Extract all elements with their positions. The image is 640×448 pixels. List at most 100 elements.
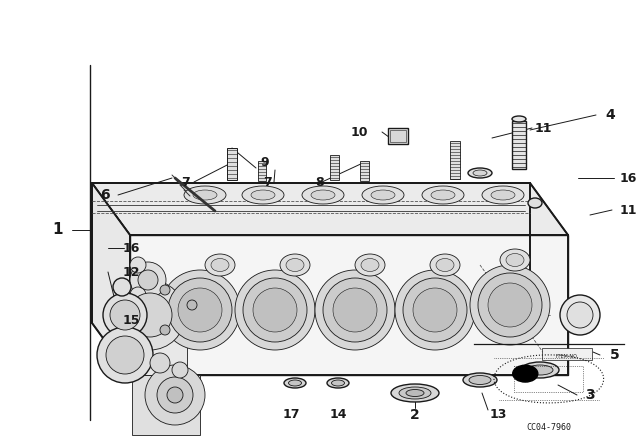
Bar — [227, 148, 237, 180]
Circle shape — [323, 278, 387, 342]
Text: 8: 8 — [315, 176, 324, 189]
Ellipse shape — [431, 190, 455, 200]
Ellipse shape — [473, 170, 487, 176]
Ellipse shape — [327, 378, 349, 388]
Ellipse shape — [399, 387, 431, 399]
Circle shape — [110, 300, 140, 330]
Circle shape — [470, 265, 550, 345]
Ellipse shape — [406, 389, 424, 396]
Circle shape — [130, 287, 146, 303]
Text: CC04-7960: CC04-7960 — [526, 422, 572, 431]
Ellipse shape — [521, 362, 559, 378]
Text: ITEM NO.: ITEM NO. — [556, 353, 578, 358]
Circle shape — [160, 270, 240, 350]
Bar — [390, 130, 406, 142]
Ellipse shape — [391, 384, 439, 402]
Circle shape — [315, 270, 395, 350]
Ellipse shape — [193, 190, 217, 200]
Ellipse shape — [422, 186, 464, 204]
Circle shape — [395, 270, 475, 350]
Text: 13: 13 — [490, 409, 508, 422]
Text: 1: 1 — [52, 223, 63, 237]
Bar — [542, 348, 592, 360]
Circle shape — [478, 273, 542, 337]
Ellipse shape — [286, 258, 304, 271]
Ellipse shape — [482, 186, 524, 204]
Text: 3: 3 — [585, 388, 595, 402]
Polygon shape — [92, 183, 130, 375]
Text: 16: 16 — [620, 172, 637, 185]
Ellipse shape — [332, 380, 344, 386]
Ellipse shape — [491, 190, 515, 200]
Ellipse shape — [512, 116, 526, 122]
Ellipse shape — [251, 190, 275, 200]
Circle shape — [413, 288, 457, 332]
Ellipse shape — [211, 258, 229, 271]
Ellipse shape — [184, 186, 226, 204]
Text: 17: 17 — [282, 409, 300, 422]
Circle shape — [403, 278, 467, 342]
Bar — [132, 290, 187, 375]
Bar — [330, 155, 339, 180]
Text: 14: 14 — [329, 409, 347, 422]
Bar — [258, 161, 266, 181]
Circle shape — [333, 288, 377, 332]
Circle shape — [488, 283, 532, 327]
Circle shape — [160, 325, 170, 335]
Circle shape — [97, 327, 153, 383]
Circle shape — [128, 293, 172, 337]
Text: 16: 16 — [123, 241, 140, 254]
Circle shape — [172, 362, 188, 378]
Circle shape — [138, 270, 158, 290]
Text: 4: 4 — [605, 108, 615, 122]
Circle shape — [115, 280, 185, 350]
Ellipse shape — [361, 258, 379, 271]
Circle shape — [567, 302, 593, 328]
Circle shape — [253, 288, 297, 332]
Ellipse shape — [500, 249, 530, 271]
Circle shape — [130, 257, 146, 273]
Ellipse shape — [362, 186, 404, 204]
Circle shape — [235, 270, 315, 350]
Circle shape — [560, 295, 600, 335]
Text: 10: 10 — [351, 125, 368, 138]
Ellipse shape — [506, 254, 524, 267]
Text: 9: 9 — [260, 155, 269, 168]
Circle shape — [113, 278, 131, 296]
Ellipse shape — [468, 168, 492, 178]
Circle shape — [103, 293, 147, 337]
Ellipse shape — [284, 378, 306, 388]
Ellipse shape — [371, 190, 395, 200]
Circle shape — [145, 365, 205, 425]
Bar — [360, 161, 369, 181]
Circle shape — [130, 322, 146, 338]
Text: 11: 11 — [620, 203, 637, 216]
Ellipse shape — [528, 198, 542, 208]
Ellipse shape — [463, 373, 497, 387]
Circle shape — [157, 377, 193, 413]
Text: 15: 15 — [122, 314, 140, 327]
Ellipse shape — [302, 186, 344, 204]
Text: 6: 6 — [100, 188, 110, 202]
Polygon shape — [92, 183, 568, 235]
Ellipse shape — [527, 365, 553, 375]
Circle shape — [130, 262, 166, 298]
Polygon shape — [130, 235, 568, 375]
Bar — [450, 141, 460, 179]
Text: 2: 2 — [410, 408, 420, 422]
Ellipse shape — [436, 258, 454, 271]
Circle shape — [243, 278, 307, 342]
Ellipse shape — [311, 190, 335, 200]
Text: 12: 12 — [122, 266, 140, 279]
Circle shape — [106, 336, 144, 374]
Text: 5: 5 — [610, 348, 620, 362]
Circle shape — [167, 387, 183, 403]
Circle shape — [178, 288, 222, 332]
Ellipse shape — [355, 254, 385, 276]
Circle shape — [187, 300, 197, 310]
Ellipse shape — [205, 254, 235, 276]
Ellipse shape — [430, 254, 460, 276]
Ellipse shape — [289, 380, 301, 386]
Bar — [388, 128, 408, 144]
Text: 7: 7 — [180, 176, 189, 189]
